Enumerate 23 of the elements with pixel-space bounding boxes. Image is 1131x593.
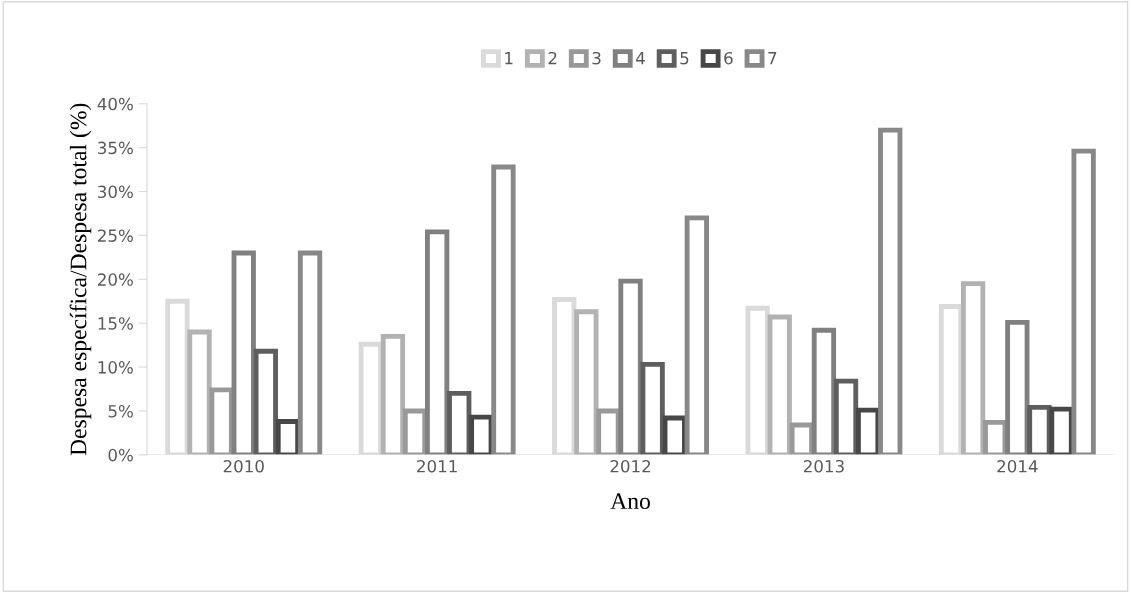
y-tick-label: 10% (98, 361, 133, 374)
legend-label: 4 (636, 52, 645, 65)
y-tick-label: 15% (98, 317, 133, 330)
x-axis-title: Ano (610, 493, 650, 510)
y-axis-title: Despesa específica/Despesa total (%) (69, 103, 92, 456)
x-tick-label: 2011 (417, 459, 457, 473)
x-tick-label: 2013 (803, 459, 844, 473)
x-tick-label: 2010 (223, 459, 264, 473)
legend-label: 6 (724, 51, 733, 65)
legend-label: 7 (768, 52, 777, 65)
y-tick-label: 0% (108, 448, 133, 462)
y-tick-label: 40% (97, 97, 133, 111)
legend-label: 3 (592, 51, 601, 65)
x-tick-label: 2014 (997, 459, 1038, 473)
legend-label: 1 (505, 52, 513, 65)
y-tick-label: 35% (98, 141, 133, 155)
y-tick-label: 30% (98, 185, 133, 199)
legend-label: 2 (548, 51, 557, 65)
y-tick-label: 20% (98, 273, 133, 286)
x-tick-label: 2012 (610, 459, 651, 473)
legend-label: 5 (680, 52, 689, 65)
y-tick-label: 25% (98, 229, 133, 242)
y-tick-label: 5% (108, 404, 133, 418)
